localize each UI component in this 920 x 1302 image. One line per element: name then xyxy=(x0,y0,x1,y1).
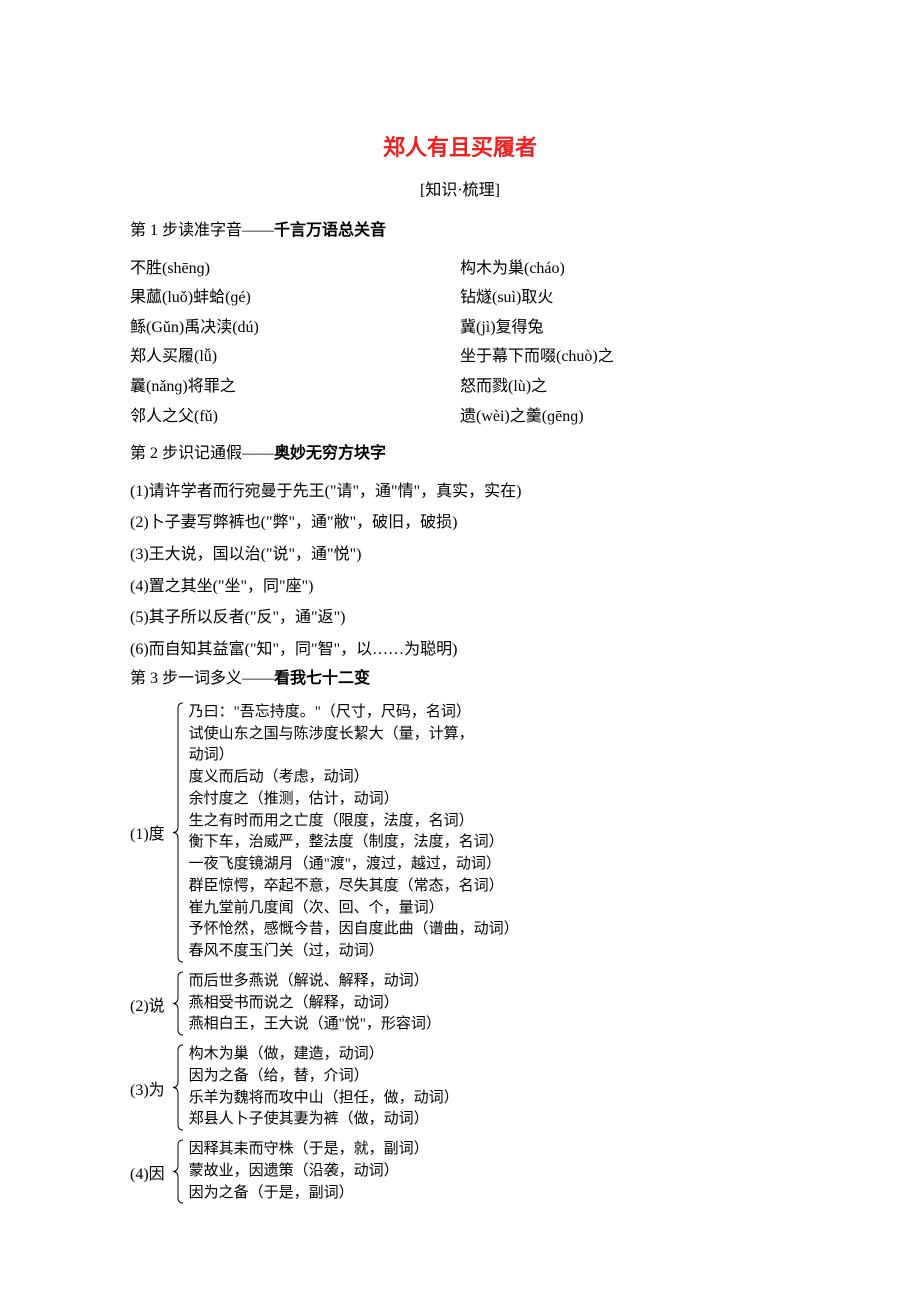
entry-line: 生之有时而用之亡度（限度，法度，名词） xyxy=(189,811,519,833)
entry-line: 而后世多燕说（解说、解释，动词） xyxy=(189,971,441,993)
entry-line: 群臣惊愕，卒起不意，尽失其度（常态，名词） xyxy=(189,876,519,898)
entry-line: 燕相受书而说之（解释，动词） xyxy=(189,993,441,1015)
pinyin-item: 邻人之父(fǔ) xyxy=(130,402,460,432)
entry-line: 郑县人卜子使其妻为裤（做，动词） xyxy=(189,1109,459,1131)
entry-line: 构木为巢（做，建造，动词） xyxy=(189,1044,459,1066)
pinyin-item: 不胜(shēnɡ) xyxy=(130,254,460,284)
step3-bold: 看我七十二变 xyxy=(274,670,370,687)
page-subtitle: [知识·梳理] xyxy=(130,176,790,200)
brace-icon xyxy=(171,971,185,1036)
step1-bold: 千言万语总关音 xyxy=(274,222,386,239)
polysemy-entry: (3)为 构木为巢（做，建造，动词）因为之备（给，替，介词）乐羊为魏将而攻中山（… xyxy=(130,1044,790,1131)
entry-line: 因为之备（于是，副词） xyxy=(189,1183,429,1205)
entry-line: 度义而后动（考虑，动词） xyxy=(189,767,519,789)
pinyin-item: 构木为巢(cháo) xyxy=(460,254,790,284)
page-title: 郑人有且买履者 xyxy=(130,130,790,162)
entry-body: 构木为巢（做，建造，动词）因为之备（给，替，介词）乐羊为魏将而攻中山（担任，做，… xyxy=(185,1044,459,1131)
entry-body: 乃曰："吾忘持度。"（尺寸，尺码，名词）试使山东之国与陈涉度长絜大（量，计算，动… xyxy=(185,702,519,963)
entry-body: 而后世多燕说（解说、解释，动词）燕相受书而说之（解释，动词）燕相白王，王大说（通… xyxy=(185,971,441,1036)
entry-line: 崔九堂前几度闻（次、回、个，量词） xyxy=(189,898,519,920)
entry-label: (3)为 xyxy=(130,1044,171,1131)
entry-line: 试使山东之国与陈涉度长絜大（量，计算， xyxy=(189,724,519,746)
tongjia-item: (4)置之其坐("坐"，同"座") xyxy=(130,572,790,602)
step1-heading: 第 1 步读准字音——千言万语总关音 xyxy=(130,218,790,244)
polysemy-entry: (4)因 因释其耒而守株（于是，就，副词）蒙故业，因遗策（沿袭，动词）因为之备（… xyxy=(130,1139,790,1204)
pinyin-item: 坐于幕下而啜(chuò)之 xyxy=(460,342,790,372)
pinyin-item: 曩(nǎnɡ)将罪之 xyxy=(130,372,460,402)
entry-line: 予怀怆然，感慨今昔，因自度此曲（谱曲，动词） xyxy=(189,919,519,941)
step3-prefix: 第 3 步一词多义—— xyxy=(130,670,274,687)
entry-label: (1)度 xyxy=(130,702,171,963)
step1-prefix: 第 1 步读准字音—— xyxy=(130,222,274,239)
entry-line: 乐羊为魏将而攻中山（担任，做，动词） xyxy=(189,1088,459,1110)
tongjia-item: (6)而自知其益富("知"，同"智"，以……为聪明) xyxy=(130,635,790,665)
entry-line: 衡下车，治威严，整法度（制度，法度，名词） xyxy=(189,832,519,854)
pinyin-item: 果蓏(luǒ)蚌蛤(ɡé) xyxy=(130,283,460,313)
pinyin-item: 郑人买履(lǚ) xyxy=(130,342,460,372)
brace-icon xyxy=(171,1044,185,1131)
step3-heading: 第 3 步一词多义——看我七十二变 xyxy=(130,666,790,692)
entry-line: 余忖度之（推测，估计，动词） xyxy=(189,789,519,811)
step2-bold: 奥妙无穷方块字 xyxy=(274,445,386,462)
entry-body: 因释其耒而守株（于是，就，副词）蒙故业，因遗策（沿袭，动词）因为之备（于是，副词… xyxy=(185,1139,429,1204)
tongjia-item: (2)卜子妻写弊裤也("弊"，通"敝"，破旧，破损) xyxy=(130,508,790,538)
step2-prefix: 第 2 步识记通假—— xyxy=(130,445,274,462)
tongjia-item: (3)王大说，国以治("说"，通"悦") xyxy=(130,540,790,570)
entry-line: 蒙故业，因遗策（沿袭，动词） xyxy=(189,1161,429,1183)
step2-heading: 第 2 步识记通假——奥妙无穷方块字 xyxy=(130,441,790,467)
pinyin-item: 怒而戮(lù)之 xyxy=(460,372,790,402)
pinyin-item: 遗(wèi)之羹(ɡēnɡ) xyxy=(460,402,790,432)
tongjia-item: (1)请许学者而行宛曼于先王("请"，通"情"，真实，实在) xyxy=(130,477,790,507)
pinyin-item: 冀(jì)复得兔 xyxy=(460,313,790,343)
polysemy-entry: (1)度 乃曰："吾忘持度。"（尺寸，尺码，名词）试使山东之国与陈涉度长絜大（量… xyxy=(130,702,790,963)
pinyin-item: 钻燧(suì)取火 xyxy=(460,283,790,313)
entry-line: 一夜飞度镜湖月（通"渡"，渡过，越过，动词） xyxy=(189,854,519,876)
polysemy-entries: (1)度 乃曰："吾忘持度。"（尺寸，尺码，名词）试使山东之国与陈涉度长絜大（量… xyxy=(130,702,790,1205)
entry-line: 动词） xyxy=(189,745,519,767)
entry-line: 燕相白王，王大说（通"悦"，形容词） xyxy=(189,1014,441,1036)
entry-label: (2)说 xyxy=(130,971,171,1036)
entry-line: 因为之备（给，替，介词） xyxy=(189,1066,459,1088)
brace-icon xyxy=(171,702,185,963)
brace-icon xyxy=(171,1139,185,1204)
polysemy-entry: (2)说 而后世多燕说（解说、解释，动词）燕相受书而说之（解释，动词）燕相白王，… xyxy=(130,971,790,1036)
entry-line: 乃曰："吾忘持度。"（尺寸，尺码，名词） xyxy=(189,702,519,724)
tongjia-item: (5)其子所以反者("反"，通"返") xyxy=(130,603,790,633)
step1-grid: 不胜(shēnɡ) 构木为巢(cháo) 果蓏(luǒ)蚌蛤(ɡé) 钻燧(su… xyxy=(130,254,790,432)
entry-line: 春风不度玉门关（过，动词） xyxy=(189,941,519,963)
entry-label: (4)因 xyxy=(130,1139,171,1204)
entry-line: 因释其耒而守株（于是，就，副词） xyxy=(189,1139,429,1161)
pinyin-item: 鲧(Gǔn)禹决渎(dú) xyxy=(130,313,460,343)
